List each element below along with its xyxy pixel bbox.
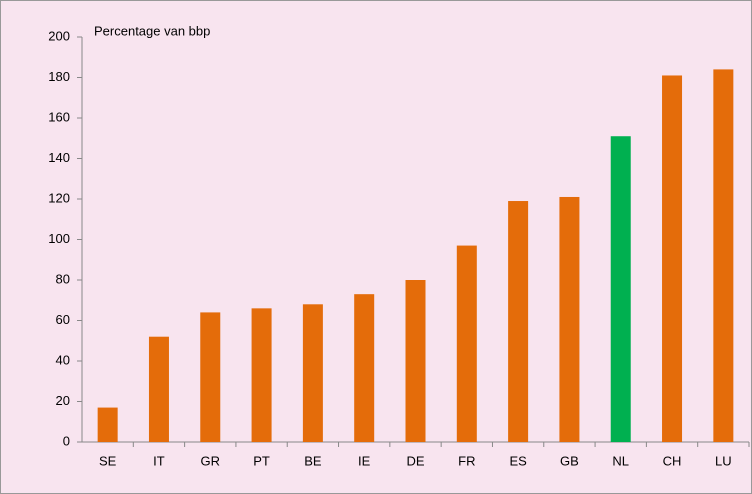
bar xyxy=(662,75,683,442)
y-tick-label: 160 xyxy=(48,109,70,124)
bar xyxy=(713,69,734,443)
x-tick-label: SE xyxy=(99,453,117,468)
x-tick-label: LU xyxy=(715,453,732,468)
y-tick-label: 200 xyxy=(48,28,70,43)
x-tick-label: ES xyxy=(509,453,527,468)
bar xyxy=(508,201,529,442)
bar xyxy=(200,312,221,442)
y-tick-label: 40 xyxy=(56,352,70,367)
x-tick-label: CH xyxy=(663,453,682,468)
y-tick-label: 120 xyxy=(48,190,70,205)
x-tick-label: BE xyxy=(304,453,322,468)
y-tick-label: 180 xyxy=(48,69,70,84)
y-tick-label: 140 xyxy=(48,150,70,165)
bar xyxy=(610,136,631,442)
x-tick-label: FR xyxy=(458,453,475,468)
y-tick-label: 100 xyxy=(48,231,70,246)
bar xyxy=(456,245,477,442)
x-tick-label: DE xyxy=(406,453,424,468)
bar xyxy=(97,407,118,442)
bar xyxy=(559,196,580,442)
y-axis-label: Percentage van bbp xyxy=(94,23,210,38)
y-tick-label: 0 xyxy=(63,433,70,448)
bar xyxy=(302,304,323,442)
x-tick-label: GR xyxy=(201,453,221,468)
x-tick-label: IT xyxy=(153,453,165,468)
bar xyxy=(354,294,375,442)
bar xyxy=(148,336,169,442)
y-tick-label: 20 xyxy=(56,393,70,408)
y-tick-label: 80 xyxy=(56,271,70,286)
bar xyxy=(405,280,426,442)
x-tick-label: NL xyxy=(612,453,629,468)
y-tick-label: 60 xyxy=(56,312,70,327)
x-tick-label: IE xyxy=(358,453,371,468)
x-tick-label: PT xyxy=(253,453,270,468)
bar xyxy=(251,308,272,442)
x-tick-label: GB xyxy=(560,453,579,468)
